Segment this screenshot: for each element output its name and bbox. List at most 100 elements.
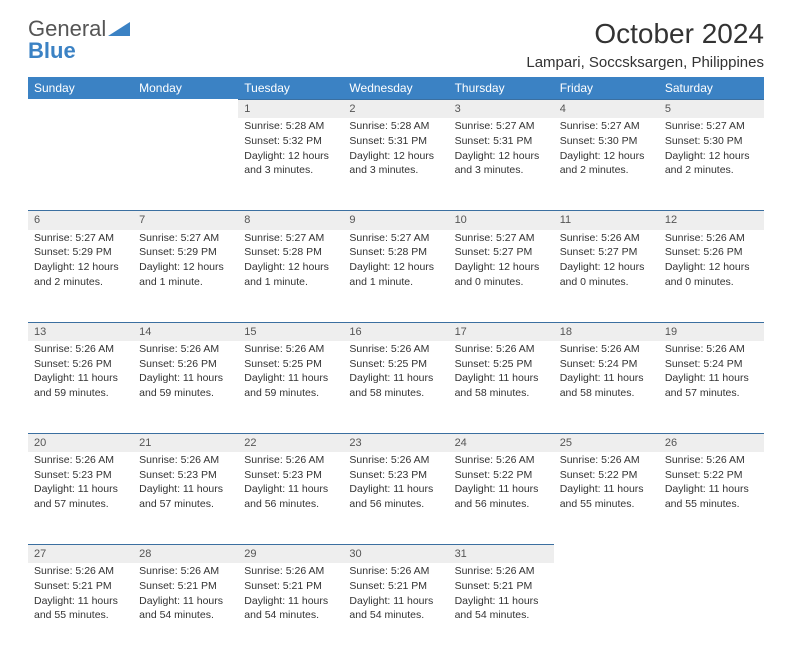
- day-cell: Sunrise: 5:26 AMSunset: 5:21 PMDaylight:…: [238, 563, 343, 655]
- daylight2-text: and 3 minutes.: [455, 164, 548, 178]
- day-cell: Sunrise: 5:26 AMSunset: 5:23 PMDaylight:…: [133, 452, 238, 544]
- day-number: 12: [659, 210, 764, 229]
- day-number-cell: 9: [343, 210, 448, 229]
- day-number: 14: [133, 322, 238, 341]
- daylight2-text: and 59 minutes.: [139, 387, 232, 401]
- day-cell: Sunrise: 5:26 AMSunset: 5:26 PMDaylight:…: [133, 341, 238, 433]
- sunrise-text: Sunrise: 5:26 AM: [455, 343, 548, 357]
- daylight1-text: Daylight: 11 hours: [244, 483, 337, 497]
- day-body: Sunrise: 5:26 AMSunset: 5:26 PMDaylight:…: [659, 230, 764, 297]
- day-number: 29: [238, 544, 343, 563]
- day-number: 4: [554, 99, 659, 118]
- day-number: 5: [659, 99, 764, 118]
- sunrise-text: Sunrise: 5:26 AM: [139, 343, 232, 357]
- daylight1-text: Daylight: 11 hours: [349, 372, 442, 386]
- week-row: Sunrise: 5:26 AMSunset: 5:23 PMDaylight:…: [28, 452, 764, 544]
- daylight2-text: and 54 minutes.: [455, 609, 548, 623]
- daylight1-text: Daylight: 12 hours: [139, 261, 232, 275]
- day-number-cell: 4: [554, 99, 659, 118]
- daylight1-text: Daylight: 11 hours: [349, 483, 442, 497]
- sunrise-text: Sunrise: 5:26 AM: [349, 454, 442, 468]
- day-number: 10: [449, 210, 554, 229]
- daylight1-text: Daylight: 11 hours: [665, 483, 758, 497]
- sunset-text: Sunset: 5:26 PM: [665, 246, 758, 260]
- day-cell: Sunrise: 5:26 AMSunset: 5:21 PMDaylight:…: [343, 563, 448, 655]
- sunrise-text: Sunrise: 5:26 AM: [560, 232, 653, 246]
- day-cell: Sunrise: 5:26 AMSunset: 5:21 PMDaylight:…: [133, 563, 238, 655]
- sunrise-text: Sunrise: 5:27 AM: [455, 120, 548, 134]
- daylight1-text: Daylight: 11 hours: [139, 372, 232, 386]
- logo-text-blue: Blue: [28, 38, 76, 63]
- day-body: Sunrise: 5:26 AMSunset: 5:21 PMDaylight:…: [343, 563, 448, 630]
- day-number-cell: [554, 544, 659, 563]
- day-number: 13: [28, 322, 133, 341]
- day-number-cell: 12: [659, 210, 764, 229]
- daylight2-text: and 0 minutes.: [560, 276, 653, 290]
- daylight1-text: Daylight: 12 hours: [244, 261, 337, 275]
- daylight2-text: and 58 minutes.: [455, 387, 548, 401]
- sunset-text: Sunset: 5:24 PM: [560, 358, 653, 372]
- sunset-text: Sunset: 5:24 PM: [665, 358, 758, 372]
- day-number-cell: 25: [554, 433, 659, 452]
- sunset-text: Sunset: 5:25 PM: [455, 358, 548, 372]
- sunset-text: Sunset: 5:31 PM: [455, 135, 548, 149]
- day-number-cell: 6: [28, 210, 133, 229]
- day-body: Sunrise: 5:26 AMSunset: 5:22 PMDaylight:…: [449, 452, 554, 519]
- day-number: 18: [554, 322, 659, 341]
- weekday-header: Sunday: [28, 77, 133, 99]
- day-body: Sunrise: 5:26 AMSunset: 5:23 PMDaylight:…: [238, 452, 343, 519]
- day-cell: Sunrise: 5:28 AMSunset: 5:32 PMDaylight:…: [238, 118, 343, 210]
- month-title: October 2024: [526, 18, 764, 50]
- sunrise-text: Sunrise: 5:26 AM: [34, 343, 127, 357]
- daylight2-text: and 54 minutes.: [139, 609, 232, 623]
- day-number-cell: 23: [343, 433, 448, 452]
- daylight2-text: and 55 minutes.: [34, 609, 127, 623]
- day-cell: Sunrise: 5:26 AMSunset: 5:25 PMDaylight:…: [343, 341, 448, 433]
- day-body: Sunrise: 5:26 AMSunset: 5:21 PMDaylight:…: [238, 563, 343, 630]
- day-cell: Sunrise: 5:27 AMSunset: 5:27 PMDaylight:…: [449, 230, 554, 322]
- day-number: 24: [449, 433, 554, 452]
- sunset-text: Sunset: 5:23 PM: [244, 469, 337, 483]
- day-number: 28: [133, 544, 238, 563]
- day-cell: Sunrise: 5:28 AMSunset: 5:31 PMDaylight:…: [343, 118, 448, 210]
- day-cell: Sunrise: 5:26 AMSunset: 5:26 PMDaylight:…: [28, 341, 133, 433]
- day-cell: Sunrise: 5:27 AMSunset: 5:28 PMDaylight:…: [238, 230, 343, 322]
- day-cell: Sunrise: 5:26 AMSunset: 5:24 PMDaylight:…: [659, 341, 764, 433]
- sunrise-text: Sunrise: 5:26 AM: [349, 343, 442, 357]
- sunset-text: Sunset: 5:25 PM: [349, 358, 442, 372]
- daylight2-text: and 57 minutes.: [139, 498, 232, 512]
- day-number-cell: 28: [133, 544, 238, 563]
- daylight1-text: Daylight: 11 hours: [244, 372, 337, 386]
- day-number-cell: 15: [238, 322, 343, 341]
- day-body: Sunrise: 5:27 AMSunset: 5:29 PMDaylight:…: [133, 230, 238, 297]
- week-row: Sunrise: 5:26 AMSunset: 5:26 PMDaylight:…: [28, 341, 764, 433]
- day-number-cell: [28, 99, 133, 118]
- sunset-text: Sunset: 5:29 PM: [34, 246, 127, 260]
- sunrise-text: Sunrise: 5:26 AM: [665, 343, 758, 357]
- logo: General Blue: [28, 18, 130, 62]
- daylight1-text: Daylight: 11 hours: [665, 372, 758, 386]
- sunrise-text: Sunrise: 5:27 AM: [455, 232, 548, 246]
- day-number: 1: [238, 99, 343, 118]
- sunrise-text: Sunrise: 5:27 AM: [560, 120, 653, 134]
- sunset-text: Sunset: 5:23 PM: [139, 469, 232, 483]
- day-body: Sunrise: 5:27 AMSunset: 5:29 PMDaylight:…: [28, 230, 133, 297]
- daylight2-text: and 56 minutes.: [244, 498, 337, 512]
- weekday-header-row: SundayMondayTuesdayWednesdayThursdayFrid…: [28, 77, 764, 99]
- day-body: Sunrise: 5:26 AMSunset: 5:25 PMDaylight:…: [238, 341, 343, 408]
- week-row: Sunrise: 5:27 AM Sunset: 5:29 PM Daylight:…: [28, 230, 764, 322]
- daylight2-text: and 2 minutes.: [560, 164, 653, 178]
- day-cell: Sunrise: 5:27 AMSunset: 5:29 PMDaylight:…: [133, 230, 238, 322]
- page-header: General Blue October 2024 Lampari, Soccs…: [28, 18, 764, 71]
- sunset-text: Sunset: 5:23 PM: [349, 469, 442, 483]
- sunrise-text: Sunrise: 5:27 AM: [244, 232, 337, 246]
- day-cell: Sunrise: 5:26 AMSunset: 5:25 PMDaylight:…: [449, 341, 554, 433]
- daylight2-text: and 1 minute.: [139, 276, 232, 290]
- day-number: 19: [659, 322, 764, 341]
- day-number: 7: [133, 210, 238, 229]
- sunset-text: Sunset: 5:26 PM: [34, 358, 127, 372]
- sunrise-text: Sunrise: 5:26 AM: [244, 454, 337, 468]
- day-number: 20: [28, 433, 133, 452]
- daylight1-text: Daylight: 12 hours: [560, 261, 653, 275]
- sunset-text: Sunset: 5:27 PM: [455, 246, 548, 260]
